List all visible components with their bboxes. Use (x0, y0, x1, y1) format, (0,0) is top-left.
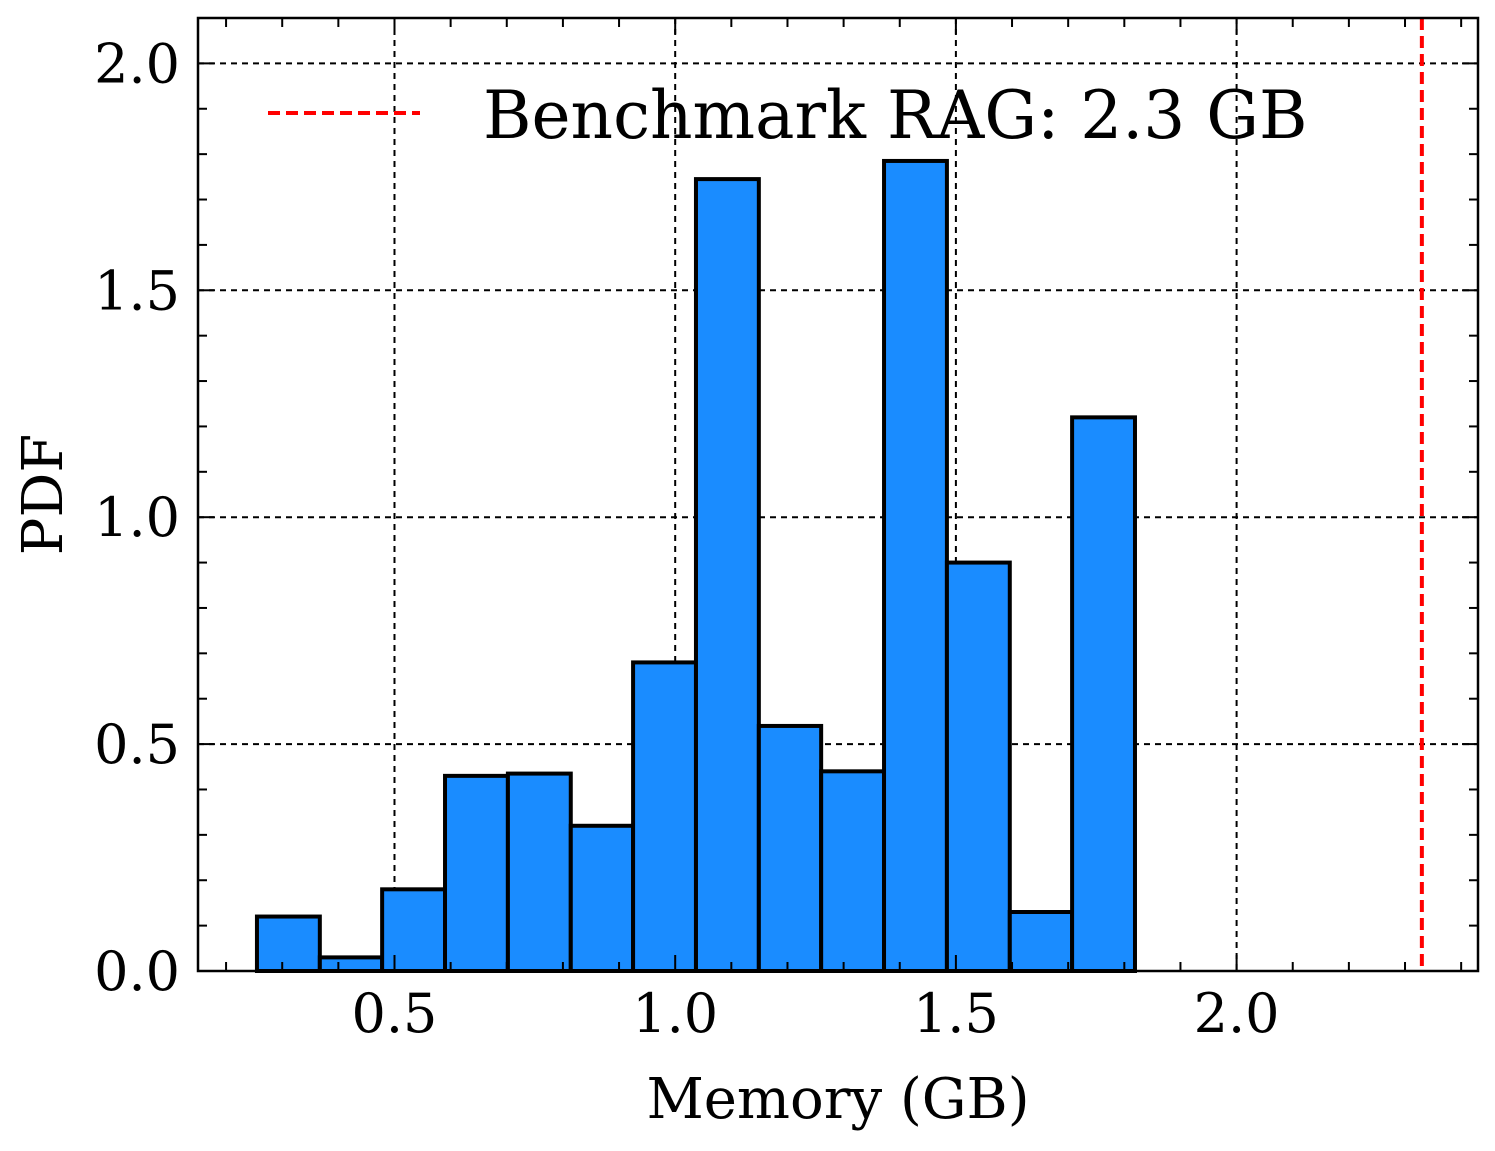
histogram-bar (1070, 415, 1137, 974)
x-tick-label: 1.5 (913, 982, 999, 1045)
histogram-bar (631, 660, 698, 974)
y-tick-labels: 0.0 0.5 1.0 1.5 2.0 (94, 32, 180, 1003)
histogram-bar (693, 177, 761, 974)
histogram-bar (317, 955, 385, 974)
histogram-bar (756, 723, 824, 974)
y-tick-label: 0.0 (94, 940, 180, 1003)
axis-ticks (198, 17, 1478, 972)
histogram-bar (443, 773, 510, 973)
legend-label: Benchmark RAG: 2.3 GB (483, 77, 1307, 154)
histogram-bar (568, 823, 636, 973)
plot-frame (196, 16, 1480, 973)
y-axis-label: PDF (11, 434, 76, 555)
x-tick-label: 0.5 (352, 982, 438, 1045)
x-tick-label: 1.0 (632, 982, 718, 1045)
x-axis-label: Memory (GB) (646, 1067, 1029, 1132)
histogram-bar (944, 560, 1012, 973)
x-tick-labels: 0.5 1.0 1.5 2.0 (352, 982, 1280, 1045)
histogram-bars (254, 158, 1137, 974)
histogram-bar (1007, 910, 1075, 973)
y-tick-label: 1.5 (94, 259, 180, 322)
x-tick-label: 2.0 (1194, 982, 1280, 1045)
y-tick-label: 1.0 (94, 486, 180, 549)
histogram-bar (505, 771, 573, 973)
histogram-bar (882, 158, 949, 973)
legend: Benchmark RAG: 2.3 GB (268, 77, 1307, 154)
y-tick-label: 0.5 (94, 713, 180, 776)
histogram-bar (380, 887, 448, 973)
histogram-bar (819, 769, 887, 973)
y-tick-label: 2.0 (94, 32, 180, 95)
histogram-bar (254, 914, 322, 973)
